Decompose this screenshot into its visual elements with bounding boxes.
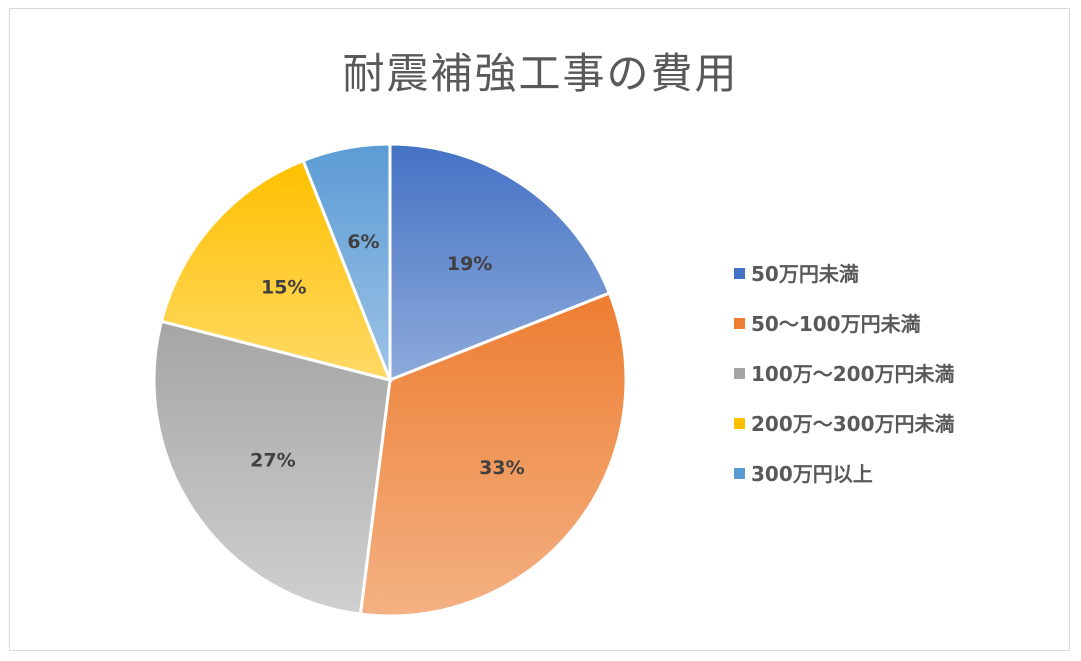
legend-label: 200万〜300万円未満 — [751, 412, 955, 436]
legend-item: 100万〜200万円未満 — [734, 358, 1034, 408]
chart-title: 耐震補強工事の費用 — [342, 49, 739, 98]
legend-swatch-1 — [734, 318, 745, 329]
pie-slice — [358, 291, 628, 618]
legend: 50万円未満 50〜100万円未満 100万〜200万円未満 200万〜300万… — [734, 258, 1034, 508]
legend-label: 100万〜200万円未満 — [751, 362, 955, 386]
legend-label: 300万円以上 — [751, 462, 873, 486]
legend-swatch-4 — [734, 468, 745, 479]
legend-swatch-2 — [734, 368, 745, 379]
pie-slice — [301, 142, 392, 381]
pie-slice — [152, 319, 392, 616]
slice-data-label: 27% — [250, 450, 295, 472]
pie-slice — [159, 158, 393, 383]
legend-item: 200万〜300万円未満 — [734, 408, 1034, 458]
legend-label: 50万円未満 — [751, 262, 859, 286]
legend-swatch-3 — [734, 418, 745, 429]
slice-data-label: 33% — [479, 457, 524, 479]
legend-label: 50〜100万円未満 — [751, 312, 921, 336]
legend-item: 50万円未満 — [734, 258, 1034, 308]
slice-data-label: 15% — [261, 276, 306, 298]
legend-item: 50〜100万円未満 — [734, 308, 1034, 358]
slice-data-label: 6% — [347, 231, 379, 253]
legend-item: 300万円以上 — [734, 458, 1034, 508]
legend-swatch-0 — [734, 268, 745, 279]
slice-data-label: 19% — [447, 253, 492, 275]
pie-slice — [388, 142, 612, 383]
